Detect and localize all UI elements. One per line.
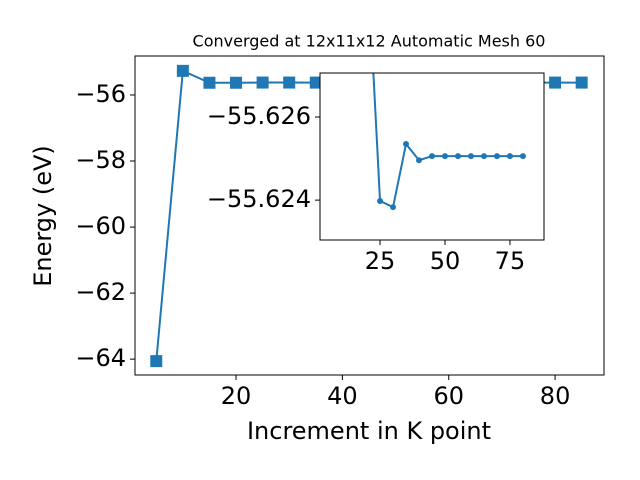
- marker: [416, 157, 423, 164]
- marker: [506, 153, 513, 160]
- y-tick-label: −64: [75, 344, 126, 372]
- chart-title: Converged at 12x11x12 Automatic Mesh 60: [193, 32, 546, 51]
- axes-frame: [134, 55, 605, 376]
- y-tick-label: −55.624: [207, 185, 311, 213]
- y-axis-label: Energy (eV): [29, 145, 57, 287]
- marker: [256, 76, 269, 89]
- y-tick-label: −62: [75, 278, 126, 306]
- x-tick-label: 40: [327, 382, 358, 410]
- marker: [309, 76, 322, 89]
- marker: [390, 204, 397, 211]
- marker: [467, 153, 474, 160]
- x-tick-label: 80: [540, 382, 571, 410]
- y-tick-label: −60: [75, 212, 126, 240]
- marker: [176, 64, 189, 77]
- marker: [519, 153, 526, 160]
- marker: [575, 76, 588, 89]
- marker: [403, 141, 410, 148]
- marker: [203, 76, 216, 89]
- y-tick-label: −55.626: [207, 102, 311, 130]
- marker: [493, 153, 500, 160]
- marker: [377, 197, 384, 204]
- marker: [441, 153, 448, 160]
- y-tick-label: −56: [75, 80, 126, 108]
- x-tick-label: 50: [430, 247, 461, 275]
- series-group: [372, 73, 526, 211]
- marker: [549, 76, 562, 89]
- axes-frame: [319, 72, 545, 241]
- y-tick-label: −58: [75, 146, 126, 174]
- marker: [283, 76, 296, 89]
- x-axis-label: Increment in K point: [247, 417, 491, 445]
- marker: [480, 153, 487, 160]
- marker: [429, 153, 435, 160]
- x-tick-label: 20: [221, 382, 252, 410]
- x-tick-label: 60: [433, 382, 464, 410]
- x-tick-label: 75: [495, 247, 526, 275]
- marker: [150, 355, 163, 368]
- marker: [454, 153, 461, 160]
- x-tick-label: 25: [365, 247, 396, 275]
- marker: [230, 76, 243, 89]
